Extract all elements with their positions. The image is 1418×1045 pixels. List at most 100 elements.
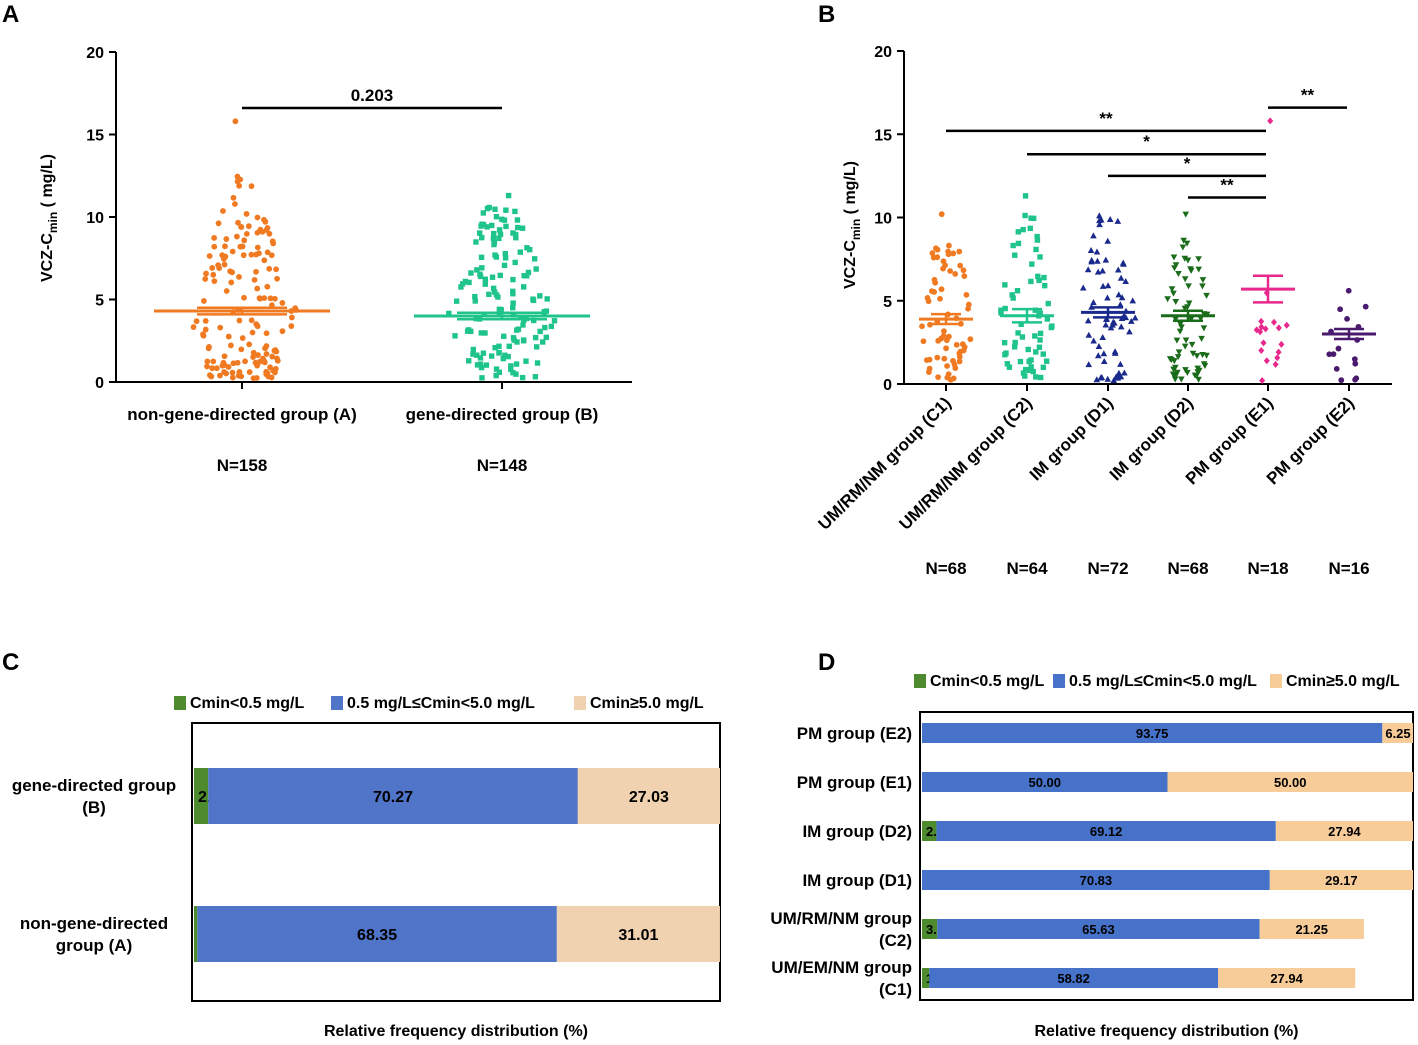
data-point xyxy=(250,354,257,360)
data-point xyxy=(492,289,498,295)
legend-label: Cmin≥5.0 mg/L xyxy=(1286,673,1400,690)
data-point xyxy=(238,223,244,230)
bar-value-label: 27.94 xyxy=(1270,971,1303,986)
data-point xyxy=(249,329,256,336)
data-point xyxy=(508,366,514,373)
data-point xyxy=(1037,337,1043,343)
data-point xyxy=(492,344,498,351)
data-point xyxy=(497,272,503,279)
data-point xyxy=(256,295,263,302)
data-point xyxy=(1195,376,1202,383)
data-point xyxy=(967,336,974,343)
data-point xyxy=(1049,323,1055,329)
bar-segment xyxy=(922,968,930,988)
data-point xyxy=(1035,273,1041,280)
legend-swatch xyxy=(331,696,343,710)
data-point xyxy=(1111,319,1118,326)
data-point xyxy=(263,351,270,357)
data-point xyxy=(490,230,497,237)
data-point xyxy=(496,369,503,375)
data-point xyxy=(493,366,500,372)
chart-d: Cmin<0.5 mg/L 0.5 mg/L≤Cmin<5.0 mg/L Cmin≥… xyxy=(770,673,1414,1040)
data-point xyxy=(1326,351,1333,358)
data-point xyxy=(1267,117,1274,125)
y-tick-label: 15 xyxy=(874,127,892,144)
data-point xyxy=(1036,277,1042,284)
data-point xyxy=(1033,374,1039,380)
data-point xyxy=(1027,225,1033,232)
data-point xyxy=(1200,325,1208,332)
bar-segment xyxy=(929,968,1219,988)
data-point xyxy=(961,273,968,279)
data-point xyxy=(484,224,490,230)
data-point xyxy=(1079,284,1087,291)
data-point xyxy=(1090,299,1097,306)
data-point xyxy=(480,350,487,356)
chart-c: Cmin<0.5 mg/L 0.5 mg/L≤Cmin<5.0 mg/L Cmin≥… xyxy=(12,695,721,1040)
data-point xyxy=(470,351,476,357)
data-point xyxy=(478,364,485,371)
data-point xyxy=(229,374,236,381)
data-point xyxy=(230,194,237,201)
panel-letter-b: B xyxy=(818,1,835,28)
data-point xyxy=(1002,351,1008,358)
data-point xyxy=(519,225,526,231)
data-point xyxy=(228,279,235,286)
data-point xyxy=(524,245,530,251)
data-point xyxy=(1017,358,1024,365)
data-point xyxy=(1019,334,1026,340)
legend-swatch xyxy=(574,696,586,710)
data-point xyxy=(1106,216,1114,223)
data-point xyxy=(1104,237,1112,244)
data-point xyxy=(479,234,485,241)
data-point xyxy=(246,341,253,348)
data-point xyxy=(1030,215,1037,222)
data-point xyxy=(510,230,516,236)
data-point xyxy=(492,252,498,258)
data-point xyxy=(938,211,945,218)
data-point xyxy=(540,339,546,345)
bar-segment xyxy=(1259,919,1364,939)
data-point xyxy=(1352,376,1359,383)
data-point xyxy=(1042,282,1048,289)
data-point xyxy=(1026,358,1032,365)
bar-value-label: 58.82 xyxy=(1057,971,1090,986)
y-category-label: (C1) xyxy=(879,980,912,999)
data-point xyxy=(202,326,209,333)
data-point xyxy=(542,324,548,331)
y-category-label: (B) xyxy=(82,798,106,817)
data-point xyxy=(952,365,959,371)
data-point xyxy=(452,333,458,339)
data-point xyxy=(1004,361,1011,367)
data-point xyxy=(223,288,230,294)
data-point xyxy=(234,359,241,366)
data-point xyxy=(533,266,539,272)
data-point xyxy=(923,357,930,363)
data-point xyxy=(266,230,273,237)
data-point xyxy=(1085,331,1093,338)
data-point xyxy=(225,364,232,370)
significance-label: ** xyxy=(1220,176,1234,195)
data-point xyxy=(1169,371,1177,378)
data-point xyxy=(1010,242,1016,249)
data-point xyxy=(1330,351,1337,358)
data-point xyxy=(1111,348,1119,355)
data-point xyxy=(1338,377,1345,384)
data-point xyxy=(486,204,492,211)
bar-segment xyxy=(922,772,1168,792)
data-point xyxy=(220,208,226,214)
data-point xyxy=(513,235,519,241)
data-point xyxy=(1020,226,1026,233)
data-point xyxy=(1275,348,1282,356)
data-point xyxy=(1033,246,1039,253)
data-point xyxy=(1032,333,1038,339)
data-point xyxy=(234,233,240,240)
data-point xyxy=(935,337,942,344)
data-point xyxy=(240,252,247,259)
data-point xyxy=(1094,257,1101,264)
data-point xyxy=(1259,377,1266,385)
data-point xyxy=(496,343,502,349)
data-point xyxy=(489,274,496,280)
significance-label: ** xyxy=(1301,86,1315,105)
data-point xyxy=(502,251,509,257)
